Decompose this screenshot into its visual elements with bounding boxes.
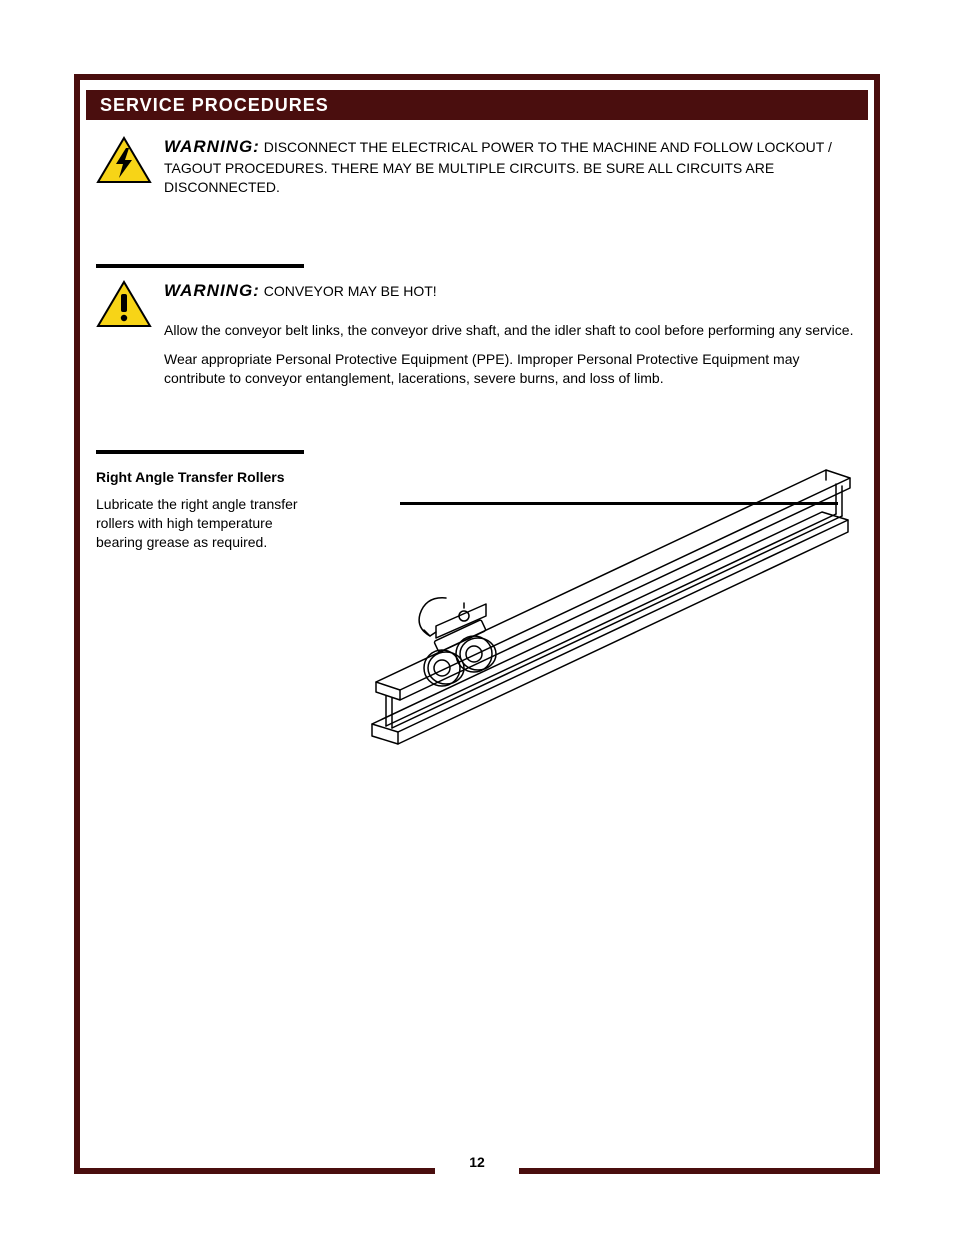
divider-rule	[96, 264, 304, 268]
warning-general-title: WARNING:	[164, 281, 260, 300]
section-header-bar: SERVICE PROCEDURES	[86, 90, 868, 120]
warning-general-body2: Allow the conveyor belt links, the conve…	[164, 321, 856, 340]
general-hazard-icon	[96, 280, 152, 328]
warning-electrical-title: WARNING:	[164, 137, 260, 156]
divider-rule	[96, 450, 304, 454]
electrical-hazard-icon	[96, 136, 152, 184]
section-header-title: SERVICE PROCEDURES	[86, 90, 868, 120]
roller-rail-diagram	[316, 448, 852, 778]
warning-general-block: WARNING: CONVEYOR MAY BE HOT! Allow the …	[164, 280, 856, 388]
warning-electrical-block: WARNING: DISCONNECT THE ELECTRICAL POWER…	[164, 136, 856, 197]
roller-section-heading: Right Angle Transfer Rollers	[96, 468, 304, 487]
roller-section: Right Angle Transfer Rollers Lubricate t…	[96, 468, 304, 552]
page-frame: SERVICE PROCEDURES WARNING: DISCONNECT T…	[74, 74, 880, 1174]
warning-electrical-body: DISCONNECT THE ELECTRICAL POWER TO THE M…	[164, 139, 832, 195]
warning-general-body1: CONVEYOR MAY BE HOT!	[264, 283, 437, 299]
roller-section-body: Lubricate the right angle transfer rolle…	[96, 495, 304, 552]
page-number: 12	[469, 1154, 485, 1170]
warning-general-body3: Wear appropriate Personal Protective Equ…	[164, 350, 856, 388]
